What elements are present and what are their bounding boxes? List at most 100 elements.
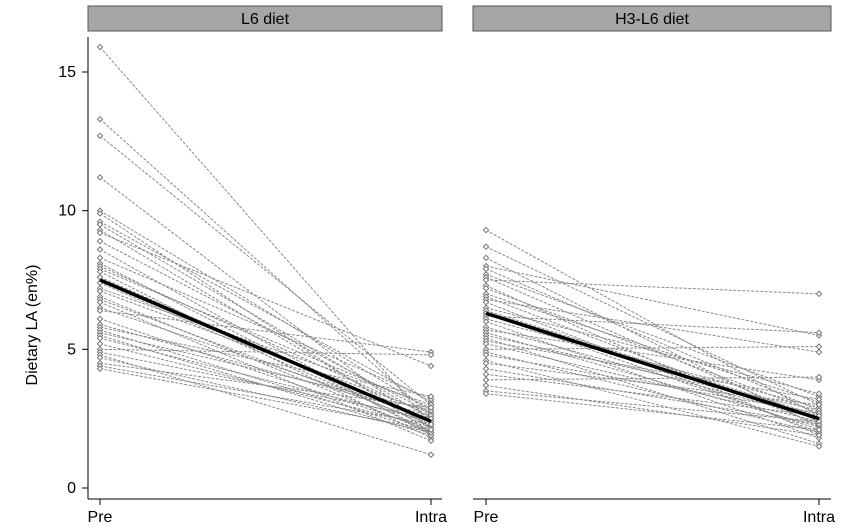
individual-point [96,315,104,323]
individual-point [427,351,435,359]
individual-line [485,376,820,381]
individual-line [99,224,432,420]
individual-point [96,115,104,123]
individual-point [96,174,104,181]
mean-line [99,278,432,424]
panel-2: H3-L6 diet Pre Intra [472,5,835,526]
individual-line [99,368,432,431]
y-tick-label: 10 [58,203,76,220]
individual-line [485,265,820,336]
individual-point [96,237,104,245]
individual-point [482,226,490,234]
individual-point [482,365,490,373]
individual-point [96,307,104,314]
individual-point [815,443,823,450]
individual-line [99,232,432,367]
individual-line [99,348,432,356]
individual-point [96,340,104,348]
individual-line [485,393,820,431]
y-tick-label: 15 [58,64,76,81]
individual-line [485,346,820,350]
individual-line [485,268,820,411]
individual-line [99,296,432,433]
panel-strip [472,5,832,32]
individual-line [485,307,820,395]
individual-point [815,418,823,425]
y-tick-label: 5 [67,341,76,358]
individual-point [815,431,823,439]
individual-point [482,254,490,262]
individual-line [99,323,432,417]
individual-point [815,426,823,434]
individual-point [96,254,104,262]
individual-point [815,290,823,298]
individual-line [99,365,432,425]
x-tick-label: Intra [415,509,447,526]
individual-point [427,451,435,459]
individual-line [99,262,432,433]
individual-line [485,351,820,434]
individual-line [485,362,820,406]
mean-line [485,311,820,421]
individual-point [815,373,823,381]
individual-line [99,343,432,428]
x-tick-label: Pre [474,509,499,526]
individual-line [485,298,820,353]
y-tick-label: 0 [67,480,76,497]
individual-line [485,384,820,436]
individual-line [485,273,820,397]
individual-points [482,226,823,450]
individual-point [815,343,823,350]
individual-line [485,329,820,381]
individual-point [96,210,104,217]
individual-point [427,426,435,434]
individual-line [99,229,432,428]
panel-title: L6 diet [241,11,290,28]
individual-line [99,257,432,400]
individual-line [99,310,432,353]
individual-line [99,362,432,409]
y-axis-title: Dietary LA (en%) [24,265,41,386]
individual-point [482,390,490,398]
individual-point [482,376,490,384]
individual-point [96,229,104,237]
individual-point [815,348,823,356]
individual-point [482,382,490,389]
individual-line [485,257,820,428]
individual-line [99,265,432,417]
individual-point [96,365,104,373]
individual-point [96,43,104,51]
individual-point [96,246,104,253]
individual-line [485,340,820,400]
x-tick-label: Intra [803,509,835,526]
panels: L6 diet Pre Intra 0 5 10 15 H3-L6 diet Pre Intra [58,5,835,526]
individual-lines [485,229,820,447]
individual-line [99,176,432,431]
individual-line [99,46,432,425]
individual-line [485,368,820,425]
individual-line [485,312,820,431]
individual-line [99,326,432,397]
individual-point [427,404,435,411]
individual-point [815,401,823,409]
individual-line [99,301,432,442]
individual-line [485,359,820,447]
individual-point [482,370,490,378]
individual-lines [99,46,432,456]
individual-line [99,354,432,456]
individual-line [99,249,432,436]
individual-line [99,318,432,431]
individual-line [485,315,820,334]
individual-line [99,332,432,411]
individual-line [485,229,820,417]
individual-line [485,279,820,295]
individual-point [427,362,435,370]
individual-point [815,329,823,337]
individual-line [99,210,432,411]
individual-line [99,287,432,406]
individual-line [485,318,820,409]
individual-line [99,135,432,406]
individual-line [99,282,432,428]
individual-point [427,393,435,400]
